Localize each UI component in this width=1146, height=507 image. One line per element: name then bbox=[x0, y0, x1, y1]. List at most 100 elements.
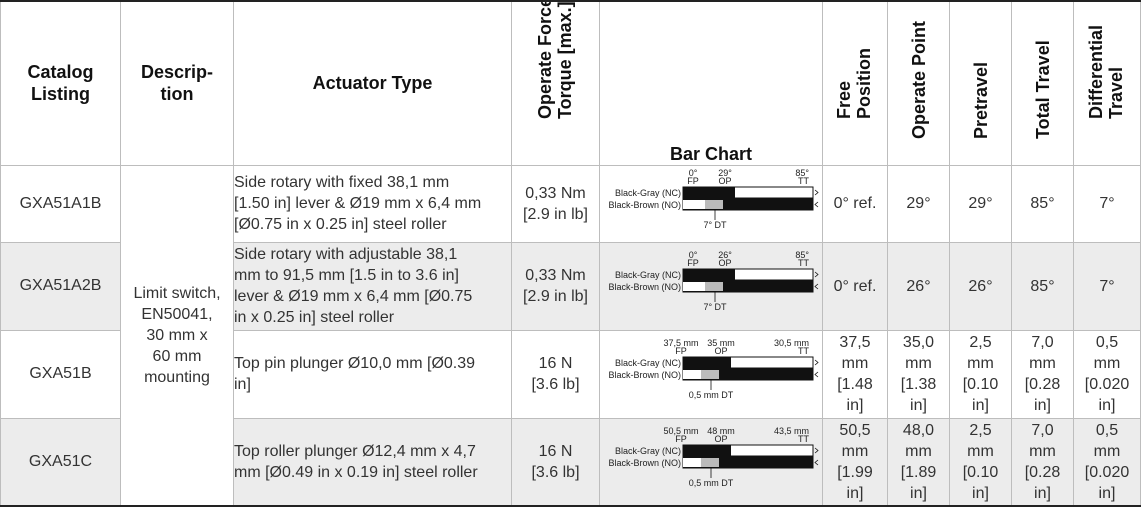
operate-line: [1.38 bbox=[900, 376, 937, 393]
fp-value-label: 0° bbox=[689, 168, 698, 178]
total-line: 85° bbox=[1030, 195, 1055, 212]
pretravel-line: 2,5 bbox=[969, 421, 992, 439]
fp-value-label: 0° bbox=[689, 250, 698, 260]
catalog-cell: GXA51A2B bbox=[0, 241, 121, 331]
op-value-label: 35 mm bbox=[707, 338, 735, 348]
header-description-line-1: Descrip- bbox=[140, 62, 214, 83]
fp-value-label: 37,5 mm bbox=[663, 338, 698, 348]
free-cell: 37,5 mm [1.48 in] bbox=[822, 329, 888, 419]
header-diff-line-2: Travel bbox=[1106, 66, 1126, 119]
total-line: [0.28 bbox=[1024, 376, 1061, 393]
total-cell: 85° bbox=[1011, 164, 1074, 243]
description-line: 60 mm bbox=[152, 347, 202, 365]
dt-label: 7° DT bbox=[703, 302, 727, 312]
op-label: OP bbox=[718, 176, 731, 186]
diff-cell: 7° bbox=[1073, 164, 1141, 243]
total-cell: 7,0 mm [0.28 in] bbox=[1011, 417, 1074, 507]
no-bar-open-segment bbox=[683, 370, 701, 379]
tt-label: TT bbox=[798, 176, 809, 186]
nc-circuit-label: Black-Gray (NC) bbox=[615, 446, 681, 456]
nc-bar-closed-segment bbox=[683, 444, 731, 456]
actuator-line: Side rotary with adjustable 38,1 bbox=[234, 246, 458, 263]
pretravel-cell: 26° bbox=[949, 241, 1012, 331]
diff-line: mm bbox=[1093, 355, 1121, 372]
header-catalog-line-2: Listing bbox=[31, 84, 90, 105]
operate-force-cell: 0,33 Nm [2.9 in lb] bbox=[511, 241, 600, 331]
op-value-label: 26° bbox=[718, 250, 732, 260]
pretravel-cell: 2,5 mm [0.10 in] bbox=[949, 417, 1012, 507]
free-line: in] bbox=[846, 484, 864, 502]
tt-value-label: 85° bbox=[795, 168, 809, 178]
header-free-position: Free Position bbox=[822, 0, 888, 166]
description-line: 30 mm x bbox=[146, 326, 208, 344]
actuator-line: lever & Ø19 mm x 6,4 mm [Ø0.75 bbox=[234, 288, 473, 305]
table-row: GXA51A1B Limit switch, EN50041, 30 mm x 60 m… bbox=[0, 164, 1141, 507]
differential-segment bbox=[705, 199, 723, 209]
op-label: OP bbox=[714, 434, 727, 444]
free-line: 37,5 bbox=[839, 334, 871, 351]
fp-label: FP bbox=[675, 434, 687, 444]
header-pretravel: Pretravel bbox=[949, 0, 1012, 166]
table-row: GXA51C Top roller plunger Ø12,4 mm x 4,7 m… bbox=[0, 417, 1141, 507]
catalog-cell: GXA51A1B bbox=[0, 164, 121, 243]
header-operate-point-text: Operate Point bbox=[908, 20, 929, 139]
nc-bar-closed-segment bbox=[683, 269, 735, 280]
actuator-line: mm [Ø0.49 in x 0.19 in] steel roller bbox=[234, 463, 478, 481]
operate-line: mm bbox=[905, 442, 932, 460]
no-bar-open-segment bbox=[683, 282, 705, 291]
total-line: 7,0 bbox=[1031, 421, 1054, 439]
catalog-cell: GXA51B bbox=[0, 329, 121, 419]
no-circuit-label: Black-Brown (NO) bbox=[608, 200, 681, 210]
total-cell: 7,0 mm [0.28 in] bbox=[1011, 329, 1074, 419]
header-force-line-1: Operate Force or bbox=[534, 1, 555, 119]
diff-line: in] bbox=[1098, 397, 1116, 414]
force-line: [2.9 in lb] bbox=[523, 288, 588, 305]
bar-chart-diagram: 50,5 mm 48 mm 43,5 mm FP OP TT Black-Gray (NC)… bbox=[608, 426, 819, 488]
op-label: OP bbox=[718, 258, 731, 268]
header-diff-line-1: Differential bbox=[1086, 24, 1106, 119]
nc-circuit-label: Black-Gray (NC) bbox=[615, 270, 681, 280]
header-operate-force: Operate Force or Torque [max.] bbox=[511, 0, 600, 166]
pretravel-line: in] bbox=[972, 397, 989, 414]
table-row: GXA51B Top pin plunger Ø10,0 mm [Ø0.39 in]… bbox=[0, 329, 1141, 419]
operate-line: 35,0 bbox=[902, 334, 935, 351]
nc-bar-closed-segment bbox=[683, 357, 731, 368]
free-line: 0° ref. bbox=[833, 277, 877, 295]
actuator-type-cell: Top roller plunger Ø12,4 mm x 4,7 mm [Ø0.… bbox=[233, 417, 512, 507]
operate-line: in] bbox=[910, 397, 927, 414]
fp-label: FP bbox=[675, 346, 687, 356]
free-line: [1.48 bbox=[837, 376, 873, 393]
tt-label: TT bbox=[798, 434, 809, 444]
differential-segment bbox=[705, 282, 723, 291]
dt-label: 7° DT bbox=[703, 220, 727, 230]
pretravel-line: 26° bbox=[968, 277, 993, 295]
force-line: [3.6 lb] bbox=[531, 463, 580, 481]
diff-line: 7° bbox=[1099, 277, 1115, 295]
force-line: 16 N bbox=[538, 355, 573, 372]
diff-line: 0,5 bbox=[1095, 334, 1119, 351]
operate-cell: 35,0 mm [1.38 in] bbox=[887, 329, 950, 419]
diff-line: 0,5 bbox=[1095, 421, 1119, 439]
diff-line: [0.020 bbox=[1084, 376, 1130, 393]
actuator-line: [Ø0.75 in x 0.25 in] steel roller bbox=[234, 216, 447, 233]
operate-force-cell: 0,33 Nm [2.9 in lb] bbox=[511, 164, 600, 243]
diff-cell: 0,5 mm [0.020 in] bbox=[1073, 329, 1141, 419]
header-force-line-2: Torque [max.] bbox=[554, 1, 575, 119]
total-line: mm bbox=[1029, 442, 1056, 460]
tt-label: TT bbox=[798, 346, 809, 356]
force-line: [2.9 in lb] bbox=[523, 205, 588, 223]
operate-cell: 26° bbox=[887, 241, 950, 331]
pretravel-line: 2,5 bbox=[969, 334, 992, 351]
total-line: mm bbox=[1029, 355, 1056, 372]
force-line: [3.6 lb] bbox=[531, 376, 580, 393]
description-line: mounting bbox=[144, 368, 210, 386]
pretravel-line: in] bbox=[972, 484, 989, 502]
bar-chart-cell: 0° 29° 85° FP OP TT Black-Gray (NC) Black-Brown… bbox=[599, 164, 823, 243]
actuator-line: in] bbox=[234, 376, 251, 393]
diff-line: in] bbox=[1098, 484, 1116, 502]
force-line: 0,33 Nm bbox=[525, 184, 586, 202]
free-line: [1.99 bbox=[837, 463, 873, 481]
free-line: 50,5 bbox=[839, 421, 871, 439]
nc-circuit-label: Black-Gray (NC) bbox=[615, 358, 681, 368]
direction-arrows bbox=[814, 447, 819, 466]
